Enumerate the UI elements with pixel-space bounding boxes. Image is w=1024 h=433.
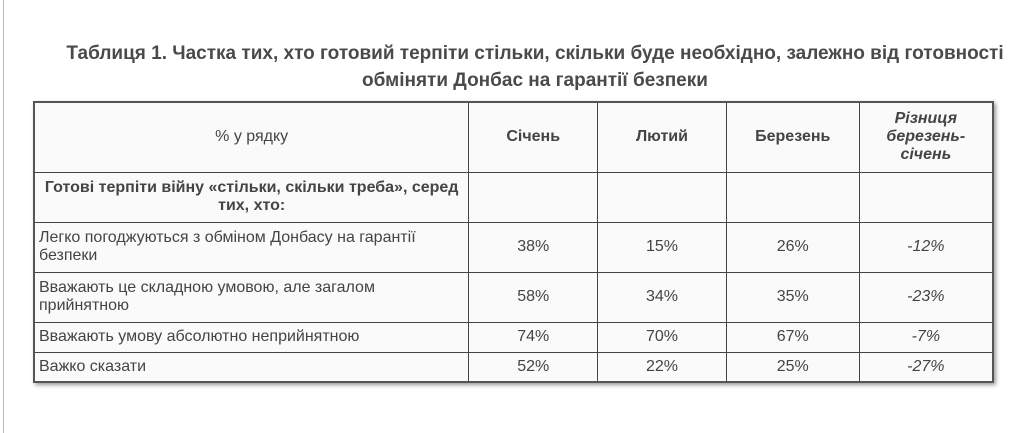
cell: 74% bbox=[468, 321, 599, 353]
diff-cell: -23% bbox=[858, 271, 994, 323]
header-diff: Різниця березень-січень bbox=[858, 101, 994, 173]
row-label: Легко погоджуються з обміном Донбасу на … bbox=[33, 221, 470, 273]
header-mar: Березень bbox=[725, 101, 860, 173]
diff-cell: -12% bbox=[858, 221, 994, 273]
table-row: Легко погоджуються з обміном Донбасу на … bbox=[33, 221, 994, 273]
diff-cell: -7% bbox=[858, 321, 994, 353]
cell: 52% bbox=[468, 351, 599, 383]
header-label: % у рядку bbox=[33, 101, 470, 173]
group-row: Готові терпіти війну «стільки, скільки т… bbox=[33, 171, 994, 223]
table-row: Вважають умову абсолютно неприйнятною 74… bbox=[33, 321, 994, 353]
cell: 38% bbox=[468, 221, 599, 273]
cell: 34% bbox=[597, 271, 727, 323]
row-label: Важко сказати bbox=[33, 351, 470, 383]
cell: 25% bbox=[725, 351, 860, 383]
cell: 15% bbox=[597, 221, 727, 273]
cell: 26% bbox=[725, 221, 860, 273]
row-label: Вважають умову абсолютно неприйнятною bbox=[33, 321, 470, 353]
row-label: Вважають це складною умовою, але загалом… bbox=[33, 271, 470, 323]
data-table: % у рядку Січень Лютий Березень Різниця … bbox=[33, 101, 994, 383]
diff-cell: -27% bbox=[858, 351, 994, 383]
cell: 22% bbox=[597, 351, 727, 383]
header-feb: Лютий bbox=[597, 101, 727, 173]
cell: 67% bbox=[725, 321, 860, 353]
page-border bbox=[3, 0, 4, 433]
cell: 70% bbox=[597, 321, 727, 353]
group-label: Готові терпіти війну «стільки, скільки т… bbox=[33, 171, 470, 223]
table-title: Таблиця 1. Частка тих, хто готовий терпі… bbox=[66, 43, 1004, 91]
table-row: Вважають це складною умовою, але загалом… bbox=[33, 271, 994, 323]
header-jan: Січень bbox=[468, 101, 599, 173]
table-row: Важко сказати 52% 22% 25% -27% bbox=[33, 351, 994, 383]
cell: 58% bbox=[468, 271, 599, 323]
cell: 35% bbox=[725, 271, 860, 323]
header-row: % у рядку Січень Лютий Березень Різниця … bbox=[33, 101, 994, 173]
